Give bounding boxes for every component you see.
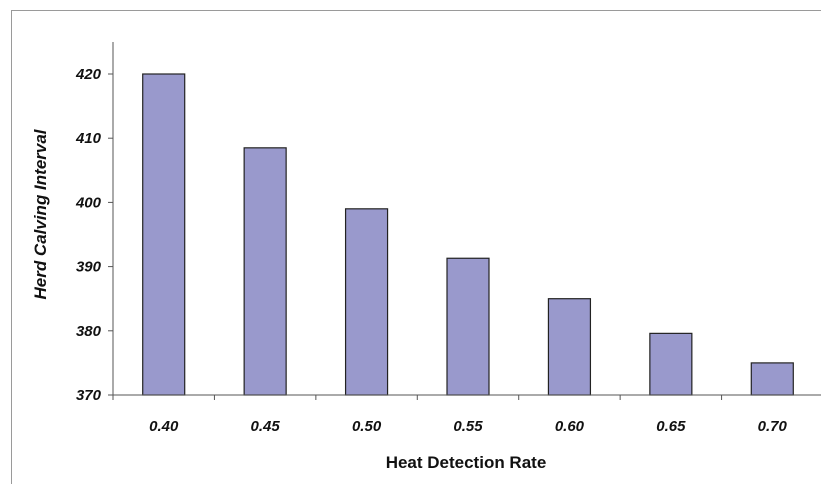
y-tick-label: 400 [75,194,102,211]
x-ticks-group: 0.40 0.45 0.50 0.55 0.60 0.65 0.70 [112,395,788,435]
y-tick-label: 370 [76,387,102,404]
y-tick-label: 410 [75,130,102,147]
y-tick-label: 390 [76,259,102,276]
bar-0.55 [446,257,490,396]
chart-frame [11,10,821,484]
x-tick-label: 0.70 [758,418,788,435]
bar-0.65 [649,332,693,396]
y-tick-label: 380 [76,323,102,340]
x-tick-label: 0.65 [656,418,686,435]
bar-0.40 [142,73,186,396]
bar-0.70 [750,362,794,396]
y-ticks-group: 370 380 390 400 410 420 [75,66,113,404]
y-axis-title: Herd Calving Interval [31,128,50,299]
x-axis-title: Heat Detection Rate [386,453,547,472]
x-tick-label: 0.60 [555,418,585,435]
x-tick-label: 0.50 [352,418,382,435]
x-tick-label: 0.55 [453,418,483,435]
bars-group [142,73,794,396]
bar-0.45 [243,147,287,396]
bar-0.50 [344,208,389,396]
x-tick-label: 0.45 [251,418,281,435]
bar-0.60 [547,298,592,396]
x-tick-label: 0.40 [149,418,179,435]
y-tick-label: 420 [75,66,102,83]
